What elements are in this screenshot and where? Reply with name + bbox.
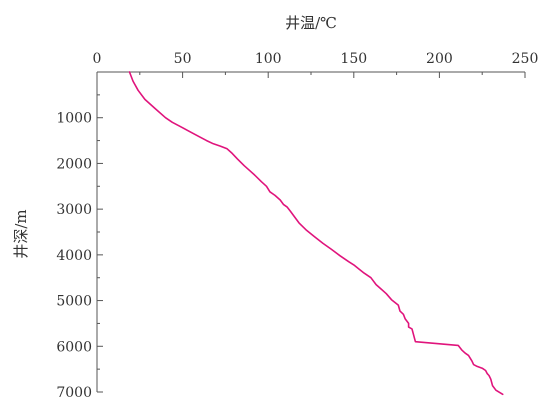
x-axis-title: 井温/℃ [285, 14, 337, 32]
x-tick-label: 0 [93, 51, 102, 67]
y-tick-label: 5000 [56, 294, 92, 310]
y-tick-label: 4000 [56, 248, 92, 264]
y-tick-label: 3000 [56, 202, 92, 218]
y-tick-label: 7000 [56, 385, 92, 399]
temperature-depth-line [128, 71, 504, 396]
x-tick-label: 100 [255, 51, 282, 67]
series-layer [128, 71, 504, 396]
x-tick-label: 50 [174, 51, 192, 67]
x-tick-label: 200 [426, 51, 453, 67]
x-ticks: 0 50 100 150 200 250 [93, 51, 539, 78]
y-tick-label: 1000 [56, 111, 92, 127]
y-tick-label: 6000 [56, 339, 92, 355]
y-axis-title: 井深/m [12, 209, 30, 258]
x-tick-label: 150 [340, 51, 367, 67]
x-tick-label: 250 [512, 51, 539, 67]
y-tick-label: 2000 [56, 156, 92, 172]
y-ticks: 1000 2000 3000 4000 5000 6000 7000 [56, 94, 103, 399]
